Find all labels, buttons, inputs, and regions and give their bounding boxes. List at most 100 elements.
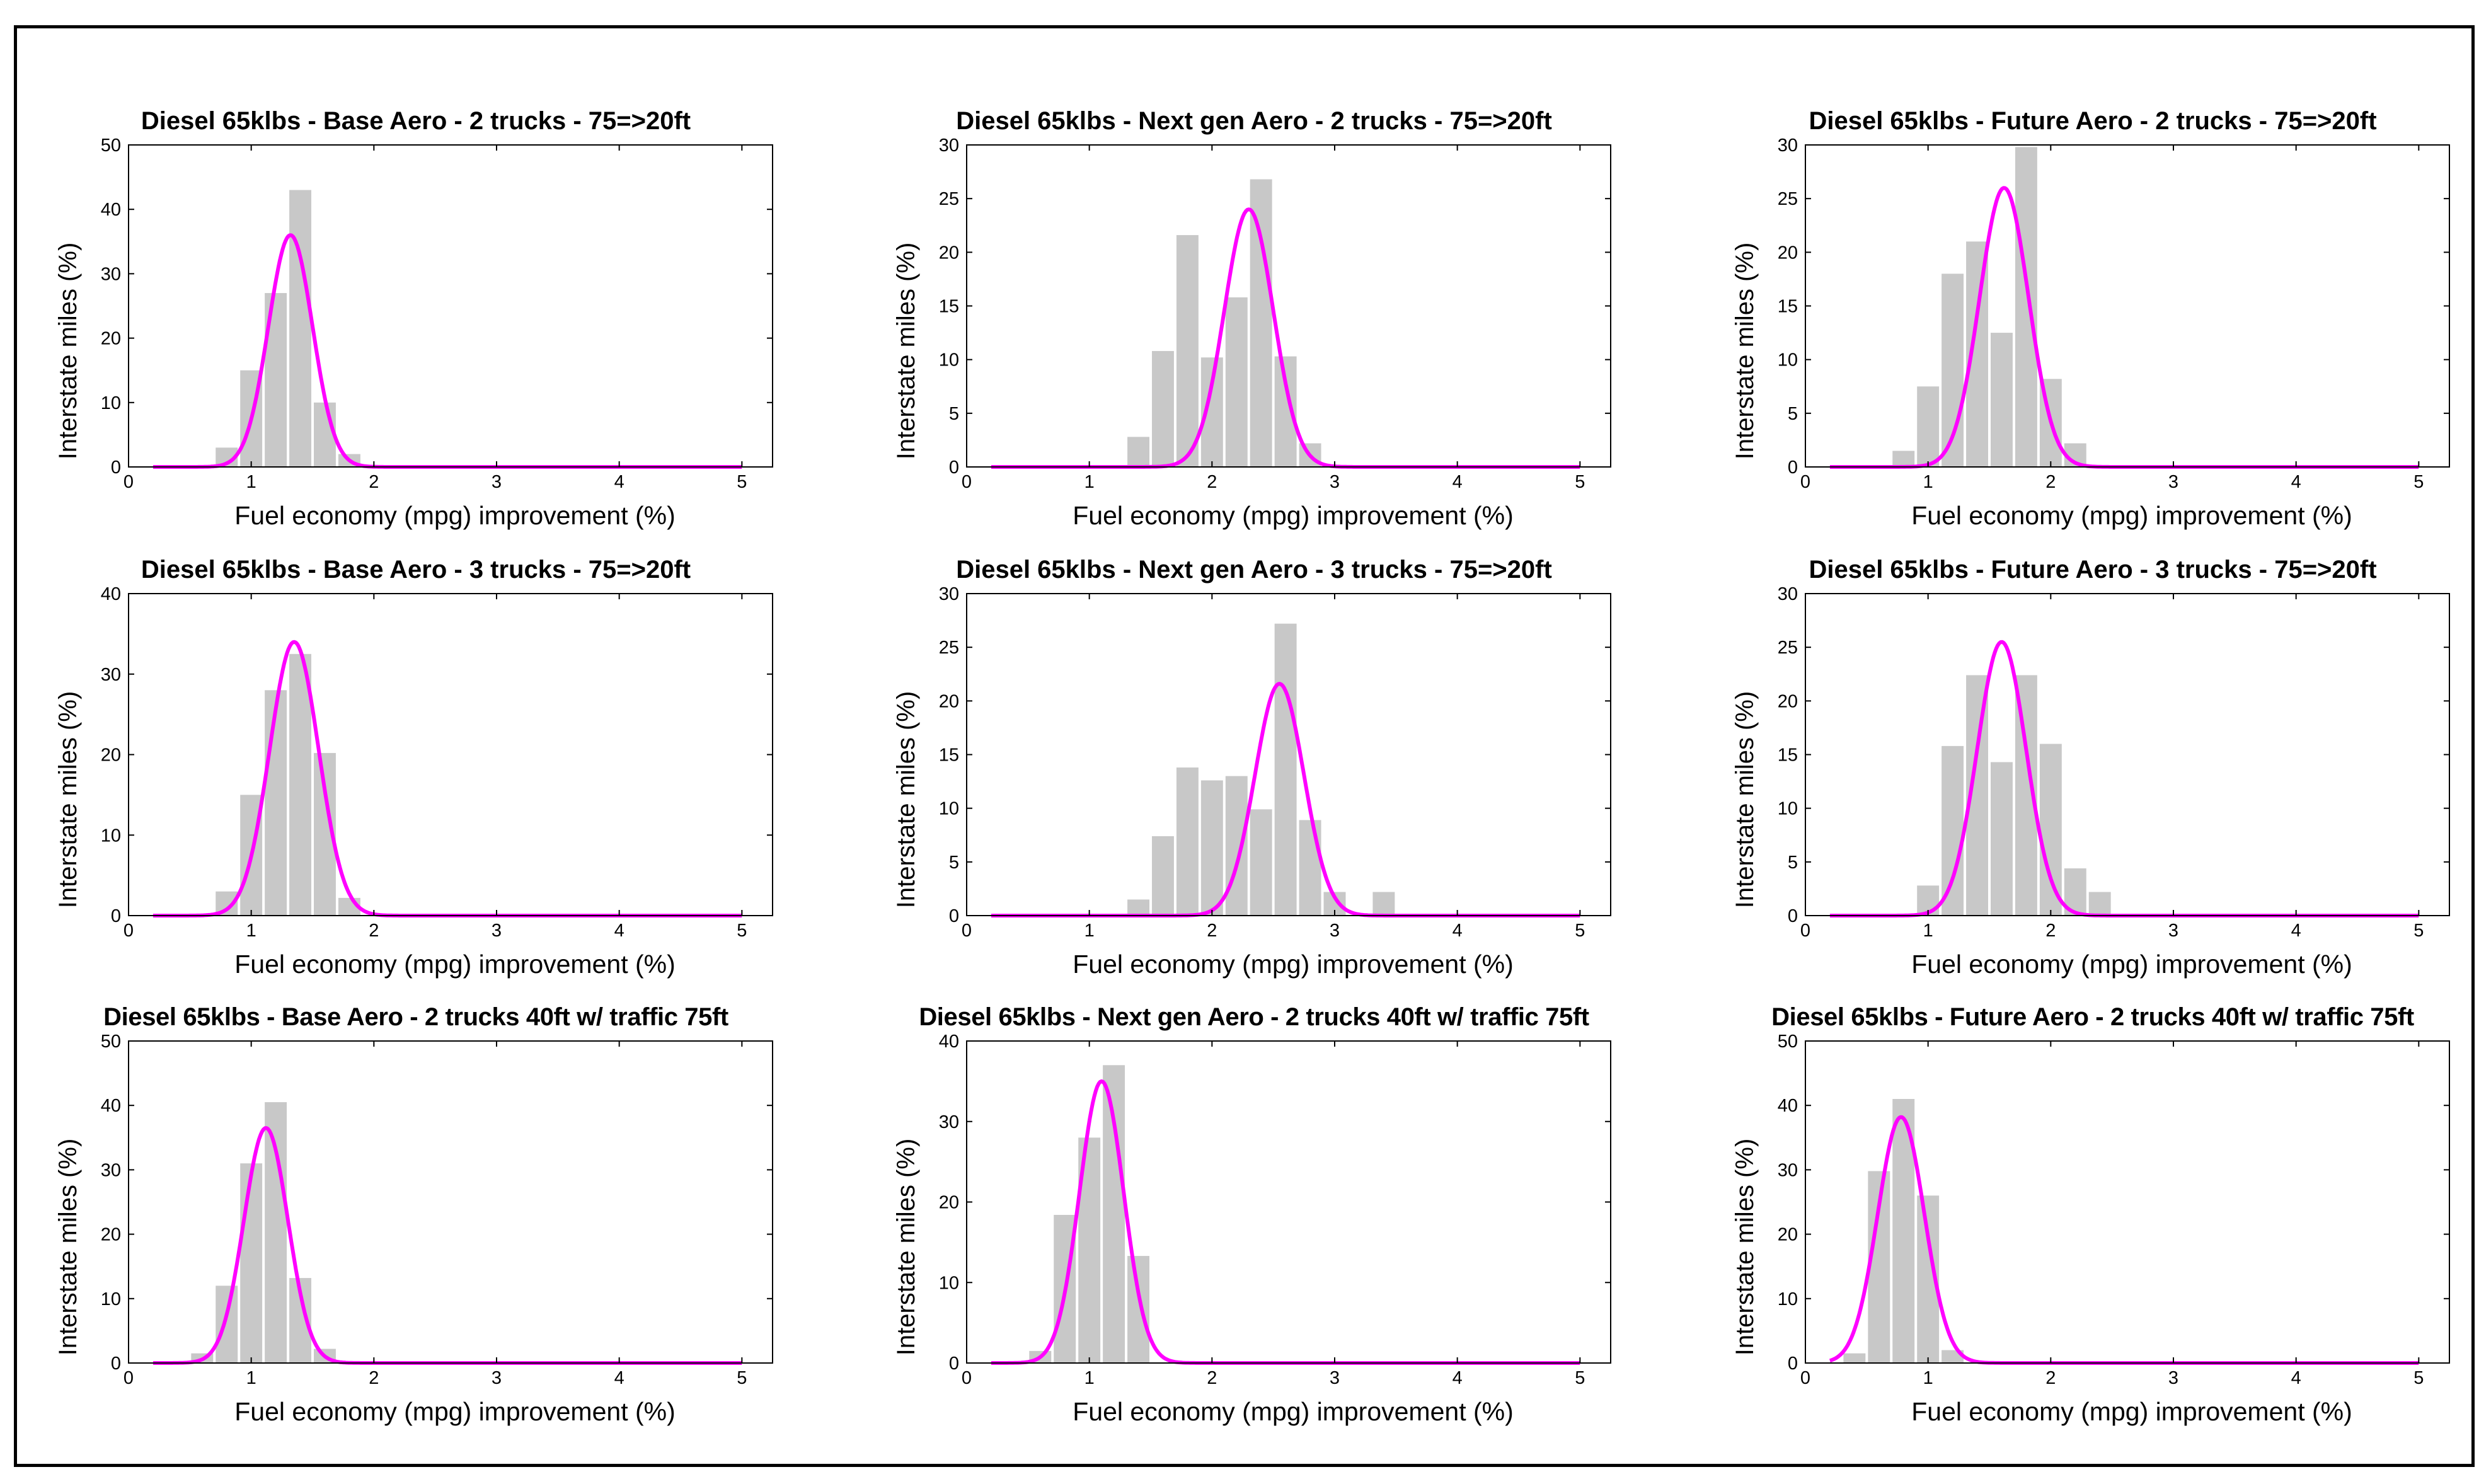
x-tick-label: 4 — [1453, 472, 1463, 492]
chart-title: Diesel 65klbs - Future Aero - 2 trucks 4… — [1771, 1003, 2414, 1031]
axes-box — [128, 144, 773, 468]
y-tick-label: 15 — [1778, 745, 1798, 766]
y-tick-label: 30 — [939, 1112, 959, 1132]
x-tick-label: 4 — [614, 921, 624, 941]
y-tick-label: 40 — [101, 584, 121, 604]
histogram-bar — [2088, 892, 2111, 916]
histogram-bar — [289, 190, 311, 467]
x-tick-label: 4 — [2291, 472, 2301, 492]
histogram-bar — [2039, 744, 2062, 916]
y-tick-label: 0 — [111, 457, 121, 478]
histogram-bar — [1127, 437, 1149, 467]
chart-panel-5: Diesel 65klbs - Next gen Aero - 3 trucks… — [851, 555, 1657, 1008]
x-axis-label: Fuel economy (mpg) improvement (%) — [1073, 501, 1514, 530]
x-axis-label: Fuel economy (mpg) improvement (%) — [234, 950, 676, 979]
x-tick-label: 4 — [1453, 921, 1463, 941]
y-tick-label: 10 — [101, 1289, 121, 1309]
y-tick-label: 15 — [939, 745, 959, 766]
y-tick-label: 30 — [939, 135, 959, 156]
y-tick-label: 20 — [939, 1193, 959, 1213]
x-tick-label: 0 — [962, 921, 972, 941]
x-tick-label: 2 — [1207, 1368, 1217, 1388]
chart-panel-9: Diesel 65klbs - Future Aero - 2 trucks 4… — [1689, 1002, 2491, 1456]
chart-panel-6: Diesel 65klbs - Future Aero - 3 trucks -… — [1689, 555, 2491, 1008]
x-tick-label: 2 — [1207, 472, 1217, 492]
histogram-bar — [1225, 297, 1248, 467]
y-tick-label: 10 — [939, 1273, 959, 1293]
axes-box — [128, 1040, 773, 1364]
x-tick-label: 3 — [1330, 1368, 1340, 1388]
axes-box — [128, 593, 773, 916]
x-tick-label: 5 — [737, 472, 747, 492]
y-tick-label: 30 — [939, 584, 959, 604]
fit-curve — [1829, 640, 2419, 917]
x-tick-label: 1 — [1923, 472, 1933, 492]
y-tick-label: 20 — [1778, 691, 1798, 711]
histogram-bar — [314, 402, 336, 467]
histogram-bar — [1200, 780, 1223, 916]
chart-plot: 0 1 2 3 4 5 0 5 10 15 20 25 30 — [939, 584, 1611, 941]
x-tick-label: 5 — [2413, 1368, 2424, 1388]
x-tick-label: 1 — [1923, 921, 1933, 941]
axes-box — [1805, 1040, 2450, 1364]
x-tick-label: 5 — [1575, 472, 1585, 492]
figure-border — [14, 25, 2475, 1467]
chart-title: Diesel 65klbs - Base Aero - 3 trucks - 7… — [141, 556, 691, 584]
chart-title: Diesel 65klbs - Base Aero - 2 trucks - 7… — [141, 107, 691, 135]
x-tick-label: 5 — [1575, 921, 1585, 941]
x-tick-label: 1 — [1084, 472, 1095, 492]
x-tick-label: 0 — [1800, 921, 1810, 941]
y-tick-label: 0 — [949, 1354, 959, 1374]
histogram-bar — [1176, 767, 1199, 916]
histogram-bar — [1892, 451, 1915, 467]
y-tick-label: 5 — [949, 853, 959, 873]
x-tick-label: 1 — [246, 472, 256, 492]
x-axis-label: Fuel economy (mpg) improvement (%) — [1911, 501, 2352, 530]
axes-box — [1805, 144, 2450, 468]
x-tick-label: 5 — [2413, 472, 2424, 492]
histogram-bar — [265, 1102, 287, 1363]
x-tick-label: 3 — [1330, 921, 1340, 941]
y-tick-label: 40 — [101, 200, 121, 220]
histogram-bar — [1299, 820, 1321, 916]
x-axis-label: Fuel economy (mpg) improvement (%) — [1911, 950, 2352, 979]
x-axis-label: Fuel economy (mpg) improvement (%) — [234, 1397, 676, 1426]
chart-plot: 0 1 2 3 4 5 0 5 10 15 20 25 30 — [939, 135, 1611, 492]
histogram-bar — [1250, 809, 1272, 916]
x-axis-label: Fuel economy (mpg) improvement (%) — [1073, 950, 1514, 979]
y-tick-label: 25 — [939, 189, 959, 209]
histogram-bar — [1152, 351, 1174, 467]
y-tick-label: 30 — [1778, 584, 1798, 604]
x-tick-label: 2 — [1207, 921, 1217, 941]
y-tick-label: 30 — [101, 264, 121, 284]
x-tick-label: 0 — [124, 921, 134, 941]
x-tick-label: 2 — [2045, 472, 2056, 492]
histogram-bar — [265, 690, 287, 916]
y-tick-label: 10 — [101, 825, 121, 846]
y-tick-label: 15 — [1778, 297, 1798, 317]
histogram-bar — [216, 1286, 238, 1363]
x-tick-label: 0 — [962, 472, 972, 492]
y-tick-label: 25 — [1778, 638, 1798, 658]
histogram-bar — [1127, 1256, 1149, 1363]
chart-panel-1: Diesel 65klbs - Base Aero - 2 trucks - 7… — [13, 106, 819, 560]
histogram-bar — [1991, 333, 2013, 467]
y-tick-label: 25 — [1778, 189, 1798, 209]
x-tick-label: 1 — [1084, 921, 1095, 941]
chart-plot: 0 1 2 3 4 5 0 5 10 15 20 25 30 — [1778, 584, 2450, 941]
y-tick-label: 25 — [939, 638, 959, 658]
x-tick-label: 0 — [124, 472, 134, 492]
y-tick-label: 5 — [1788, 404, 1798, 424]
x-axis-label: Fuel economy (mpg) improvement (%) — [1911, 1397, 2352, 1426]
y-tick-label: 0 — [111, 1354, 121, 1374]
y-tick-label: 50 — [101, 1032, 121, 1052]
histogram-bar — [1917, 386, 1940, 467]
y-tick-label: 40 — [1778, 1096, 1798, 1116]
y-tick-label: 20 — [1778, 243, 1798, 263]
histogram-bar — [1103, 1065, 1125, 1363]
x-tick-label: 2 — [2045, 1368, 2056, 1388]
y-tick-label: 30 — [101, 665, 121, 685]
y-tick-label: 20 — [101, 329, 121, 349]
histogram-bar — [1127, 899, 1149, 916]
